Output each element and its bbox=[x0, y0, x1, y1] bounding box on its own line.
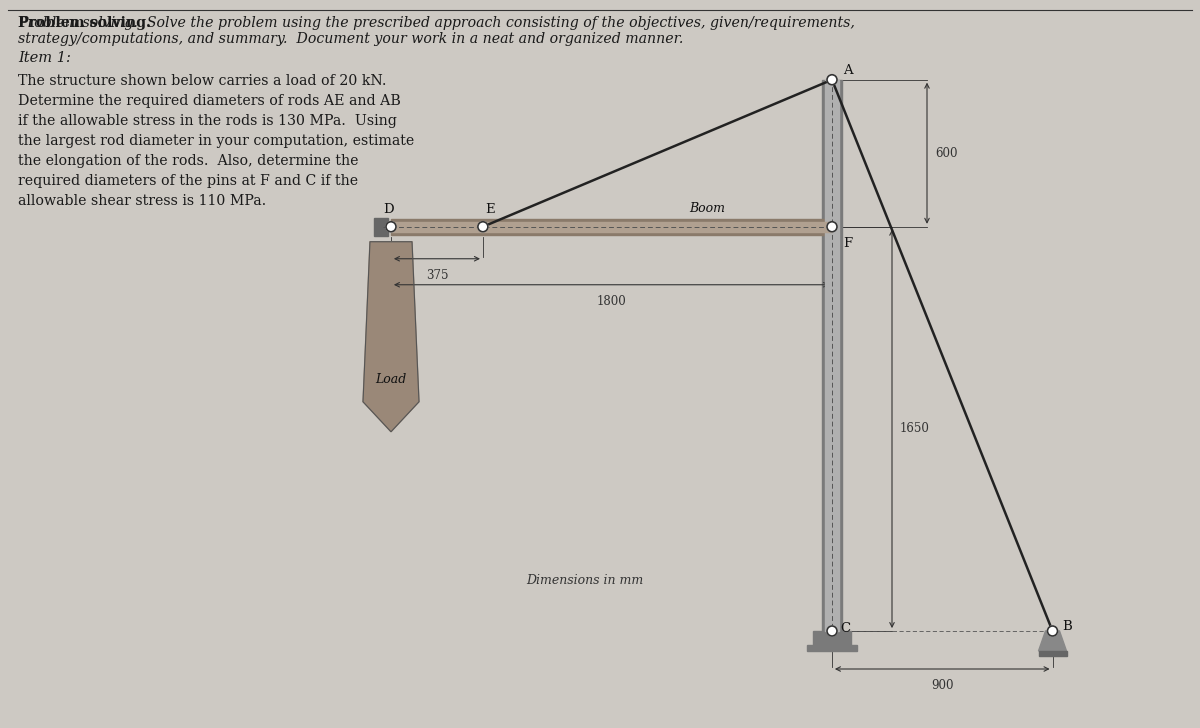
Circle shape bbox=[827, 75, 838, 84]
Text: 900: 900 bbox=[931, 679, 954, 692]
Text: B: B bbox=[1062, 620, 1073, 633]
Circle shape bbox=[827, 222, 838, 232]
Text: Problem solving.  Solve the problem using the prescribed approach consisting of : Problem solving. Solve the problem using… bbox=[18, 16, 854, 46]
Bar bbox=[808, 645, 857, 651]
Circle shape bbox=[1048, 626, 1057, 636]
Text: Problem solving.: Problem solving. bbox=[18, 16, 151, 30]
Text: F: F bbox=[842, 237, 852, 250]
Bar bbox=[391, 218, 832, 234]
Circle shape bbox=[827, 626, 838, 636]
Text: Boom: Boom bbox=[690, 202, 726, 215]
Text: A: A bbox=[842, 64, 853, 76]
Polygon shape bbox=[364, 242, 419, 432]
Text: 1800: 1800 bbox=[596, 295, 626, 308]
Text: 1650: 1650 bbox=[900, 422, 930, 435]
Text: The structure shown below carries a load of 20 kN.
Determine the required diamet: The structure shown below carries a load… bbox=[18, 74, 414, 208]
Bar bbox=[374, 218, 388, 236]
Bar bbox=[814, 631, 851, 645]
Text: C: C bbox=[840, 622, 850, 636]
Text: D: D bbox=[384, 203, 395, 215]
Text: Load: Load bbox=[376, 373, 407, 387]
Polygon shape bbox=[1038, 631, 1067, 651]
Text: E: E bbox=[485, 203, 494, 215]
Bar bbox=[826, 80, 839, 631]
Circle shape bbox=[478, 222, 488, 232]
Circle shape bbox=[386, 222, 396, 232]
Bar bbox=[822, 80, 842, 631]
Text: Dimensions in mm: Dimensions in mm bbox=[527, 574, 643, 587]
Text: 600: 600 bbox=[935, 147, 958, 159]
Bar bbox=[1038, 651, 1067, 656]
Bar bbox=[391, 222, 832, 232]
Text: 375: 375 bbox=[426, 269, 448, 282]
Text: Item 1:: Item 1: bbox=[18, 51, 71, 65]
